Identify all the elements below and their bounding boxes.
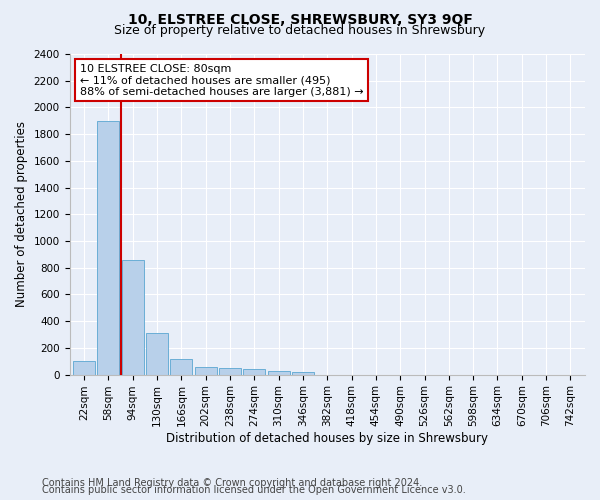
- Bar: [244, 370, 265, 374]
- Bar: [268, 371, 290, 374]
- Bar: [195, 367, 217, 374]
- X-axis label: Distribution of detached houses by size in Shrewsbury: Distribution of detached houses by size …: [166, 432, 488, 445]
- Bar: [97, 121, 119, 374]
- Bar: [73, 361, 95, 374]
- Bar: [170, 359, 193, 374]
- Text: Contains HM Land Registry data © Crown copyright and database right 2024.: Contains HM Land Registry data © Crown c…: [42, 478, 422, 488]
- Text: Size of property relative to detached houses in Shrewsbury: Size of property relative to detached ho…: [115, 24, 485, 37]
- Text: 10 ELSTREE CLOSE: 80sqm
← 11% of detached houses are smaller (495)
88% of semi-d: 10 ELSTREE CLOSE: 80sqm ← 11% of detache…: [80, 64, 364, 97]
- Bar: [122, 260, 143, 374]
- Bar: [219, 368, 241, 374]
- Text: Contains public sector information licensed under the Open Government Licence v3: Contains public sector information licen…: [42, 485, 466, 495]
- Text: 10, ELSTREE CLOSE, SHREWSBURY, SY3 9QF: 10, ELSTREE CLOSE, SHREWSBURY, SY3 9QF: [128, 12, 472, 26]
- Bar: [146, 332, 168, 374]
- Y-axis label: Number of detached properties: Number of detached properties: [15, 122, 28, 308]
- Bar: [292, 372, 314, 374]
